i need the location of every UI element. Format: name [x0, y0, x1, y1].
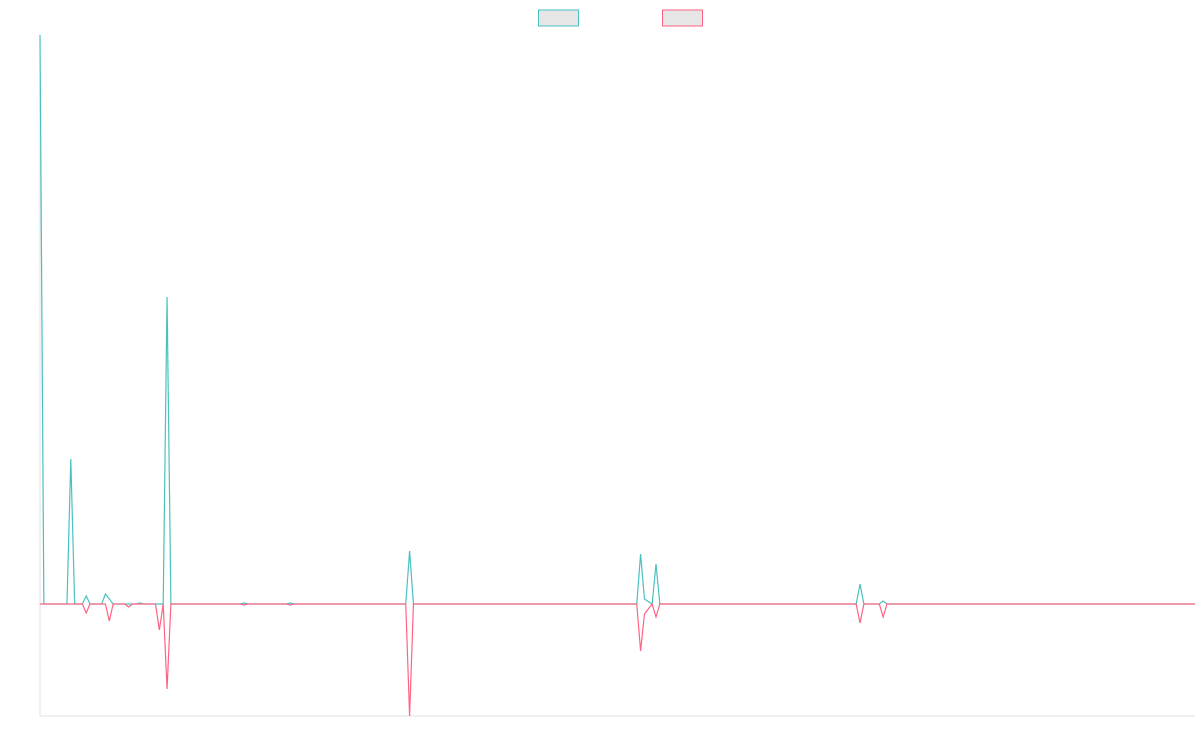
line-series: [40, 602, 1195, 717]
legend-swatch[interactable]: [538, 9, 579, 27]
line-series: [39, 34, 1195, 606]
legend-swatch[interactable]: [662, 9, 703, 27]
